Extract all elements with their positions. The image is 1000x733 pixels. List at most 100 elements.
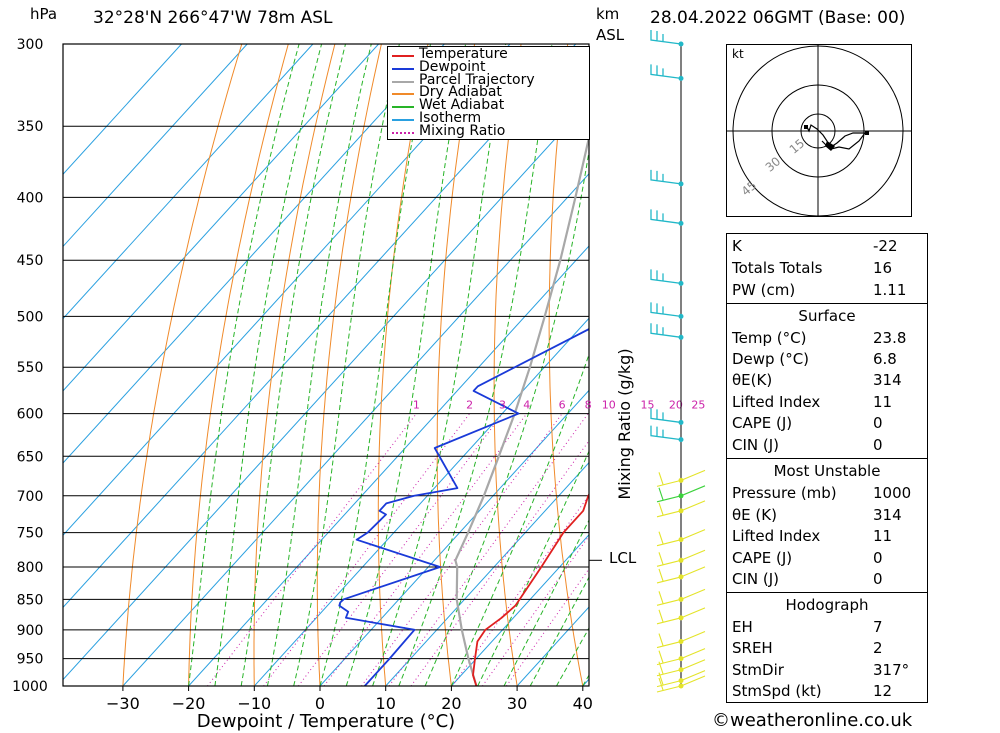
isotherm-line [63, 44, 314, 320]
surface-cape-value: 0 [873, 414, 883, 432]
mu-li-label: Lifted Index [732, 527, 821, 545]
surface-title: Surface [798, 307, 856, 325]
pressure-tick-label: 800 [17, 560, 44, 576]
legend-label: Temperature [419, 46, 508, 62]
wind-barb [656, 648, 706, 666]
legend-item: Dry Adiabat [388, 84, 588, 101]
totals-totals-value: 16 [873, 259, 893, 277]
mu-li-value: 11 [873, 527, 893, 545]
datetime-title: 28.04.2022 06GMT (Base: 00) [650, 8, 906, 28]
legend-swatch [392, 106, 414, 109]
temperature-tick-label: 10 [376, 694, 396, 713]
wind-barb [650, 425, 684, 443]
wind-barb [656, 469, 706, 487]
stmspd-value: 12 [873, 682, 893, 700]
isotherm-line [319, 389, 589, 686]
eh-value: 7 [873, 618, 883, 636]
x-axis-label: Dewpoint / Temperature (°C) [197, 711, 455, 732]
mixing-ratio-line [323, 413, 528, 686]
mixing-ratio-label: 2 [466, 399, 473, 412]
legend-swatch [392, 131, 414, 134]
mu-cape-value: 0 [873, 549, 883, 567]
k-index-label: K [732, 237, 742, 255]
copyright-link[interactable]: ©weatheronline.co.uk [712, 710, 913, 731]
wind-barb [650, 302, 684, 319]
pressure-tick-label: 350 [17, 119, 44, 135]
wind-barb [656, 631, 706, 649]
hodograph-trace [806, 124, 867, 150]
wet-adiabat-line [529, 576, 589, 686]
wet-adiabat-line [214, 44, 323, 686]
wind-barb [656, 566, 706, 584]
eh-label: EH [732, 618, 753, 636]
wet-adiabat-line [477, 449, 589, 686]
isotherm-line [253, 317, 589, 686]
dry-adiabat-line [654, 44, 714, 686]
surface-li-value: 11 [873, 393, 893, 411]
mixing-ratio-line [505, 567, 589, 686]
hodograph-title: Hodograph [785, 596, 869, 614]
dry-adiabat-line [940, 44, 1000, 686]
temperature-tick-label: 40 [573, 694, 593, 713]
wind-barb [650, 323, 684, 340]
pressure-tick-label: 400 [17, 190, 44, 206]
wet-adiabat-line [345, 44, 467, 686]
surface-theta-value: 314 [873, 371, 902, 389]
legend-label: Dry Adiabat [419, 84, 502, 101]
isotherm-line [451, 534, 589, 686]
surface-theta-label: θE(K) [732, 371, 773, 389]
pressure-tick-label: 450 [17, 253, 44, 269]
wet-adiabat-line [503, 519, 589, 686]
mixing-ratio-line [388, 413, 589, 686]
legend-swatch [392, 93, 414, 96]
dewpoint-line [338, 328, 589, 686]
pw-label: PW (cm) [732, 281, 796, 299]
hodograph-ring-label-45: 45 [739, 178, 760, 199]
pw-value: 1.11 [873, 281, 907, 299]
pressure-tick-label: 900 [17, 623, 44, 639]
sreh-label: SREH [732, 639, 773, 657]
isotherm-line [188, 245, 589, 686]
temperature-line [472, 492, 589, 686]
mu-cin-value: 0 [873, 570, 883, 588]
mixing-ratio-label: 20 [669, 399, 683, 412]
mixing-ratio-line [410, 439, 589, 686]
pressure-tick-label: 550 [17, 360, 44, 376]
hodograph-storm-marker [825, 141, 835, 151]
pressure-tick-label: 650 [17, 449, 44, 465]
location-title: 32°28'N 266°47'W 78m ASL [93, 8, 333, 28]
legend-label: Parcel Trajectory [419, 71, 535, 88]
legend-swatch [392, 80, 414, 83]
km-label: km [596, 5, 620, 23]
dry-adiabat-line [122, 44, 243, 686]
legend-item: Isotherm [388, 110, 588, 126]
pressure-tick-label: 950 [17, 652, 44, 668]
table-divider [727, 592, 927, 593]
pressure-tick-label: 750 [17, 526, 44, 542]
surface-temp-value: 23.8 [873, 329, 907, 347]
hodograph-end-marker-2 [804, 125, 808, 129]
wind-barb [656, 588, 706, 606]
mixing-ratio-line [361, 413, 563, 686]
k-index-value: -22 [873, 237, 898, 255]
isotherm-line [63, 44, 248, 248]
stmdir-value: 317° [873, 661, 910, 679]
pressure-tick-label: 300 [17, 37, 44, 53]
temperature-tick-label: −10 [237, 694, 271, 713]
parcel-trajectory-line [454, 132, 589, 686]
mixing-ratio-label: 15 [641, 399, 655, 412]
mixing-ratio-label: 3 [499, 399, 506, 412]
wet-adiabat-line [424, 148, 589, 686]
wind-barb [656, 485, 706, 503]
legend-label: Isotherm [419, 110, 482, 126]
temperature-tick-label: −20 [172, 694, 206, 713]
surface-cin-label: CIN (J) [732, 436, 780, 454]
isotherm-line [63, 44, 379, 392]
dry-adiabat-line [377, 44, 429, 686]
plot-frame [62, 43, 590, 687]
wind-barb [656, 675, 706, 693]
hodograph-unit: kt [732, 47, 744, 61]
legend-label: Mixing Ratio [419, 122, 506, 139]
wind-barb [656, 500, 706, 518]
temperature-tick-label: 20 [441, 694, 461, 713]
